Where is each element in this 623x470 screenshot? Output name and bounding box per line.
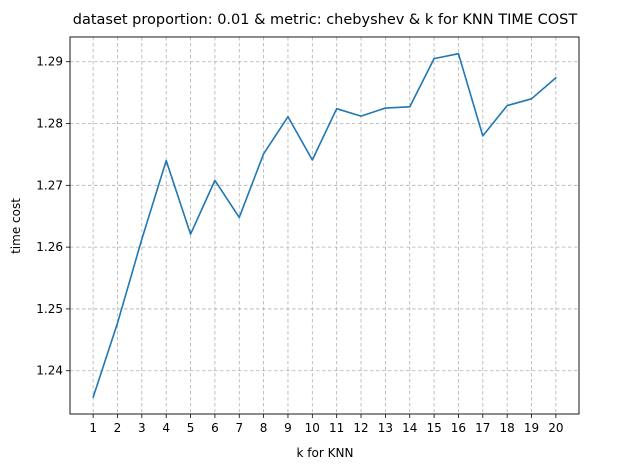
x-tick-label: 19 (524, 421, 539, 435)
x-axis-label: k for KNN (297, 446, 354, 460)
x-tick-label: 17 (475, 421, 490, 435)
x-tick-label: 14 (402, 421, 417, 435)
y-tick-label: 1.29 (36, 55, 63, 69)
y-axis-label: time cost (9, 198, 23, 254)
y-axis: 1.24 1.25 1.26 1.27 1.28 1.29 (36, 55, 70, 378)
x-tick-label: 15 (426, 421, 441, 435)
plot-frame (69, 36, 580, 415)
x-tick-label: 18 (500, 421, 515, 435)
y-tick-label: 1.26 (36, 240, 63, 254)
y-tick-label: 1.24 (36, 364, 63, 378)
x-tick-label: 6 (211, 421, 219, 435)
x-tick-label: 2 (114, 421, 122, 435)
x-tick-label: 12 (353, 421, 368, 435)
x-tick-label: 16 (451, 421, 466, 435)
y-tick-label: 1.25 (36, 302, 63, 316)
x-tick-label: 3 (138, 421, 146, 435)
x-tick-label: 7 (235, 421, 243, 435)
y-tick-label: 1.28 (36, 117, 63, 131)
plot-area (92, 52, 557, 399)
x-tick-label: 13 (378, 421, 393, 435)
x-tick-label: 11 (329, 421, 344, 435)
x-tick-label: 8 (260, 421, 268, 435)
x-tick-label: 20 (548, 421, 563, 435)
x-axis: 1 2 3 4 5 6 7 8 9 10 11 12 13 14 15 16 17 18 19 20 (89, 414, 564, 435)
x-tick-label: 1 (89, 421, 97, 435)
grid (70, 37, 579, 414)
x-tick-label: 9 (284, 421, 292, 435)
x-tick-label: 10 (305, 421, 320, 435)
chart-title: dataset proportion: 0.01 & metric: cheby… (73, 12, 578, 28)
y-tick-label: 1.27 (36, 178, 63, 192)
x-tick-label: 4 (162, 421, 170, 435)
x-tick-label: 5 (187, 421, 195, 435)
series-line (92, 52, 557, 399)
